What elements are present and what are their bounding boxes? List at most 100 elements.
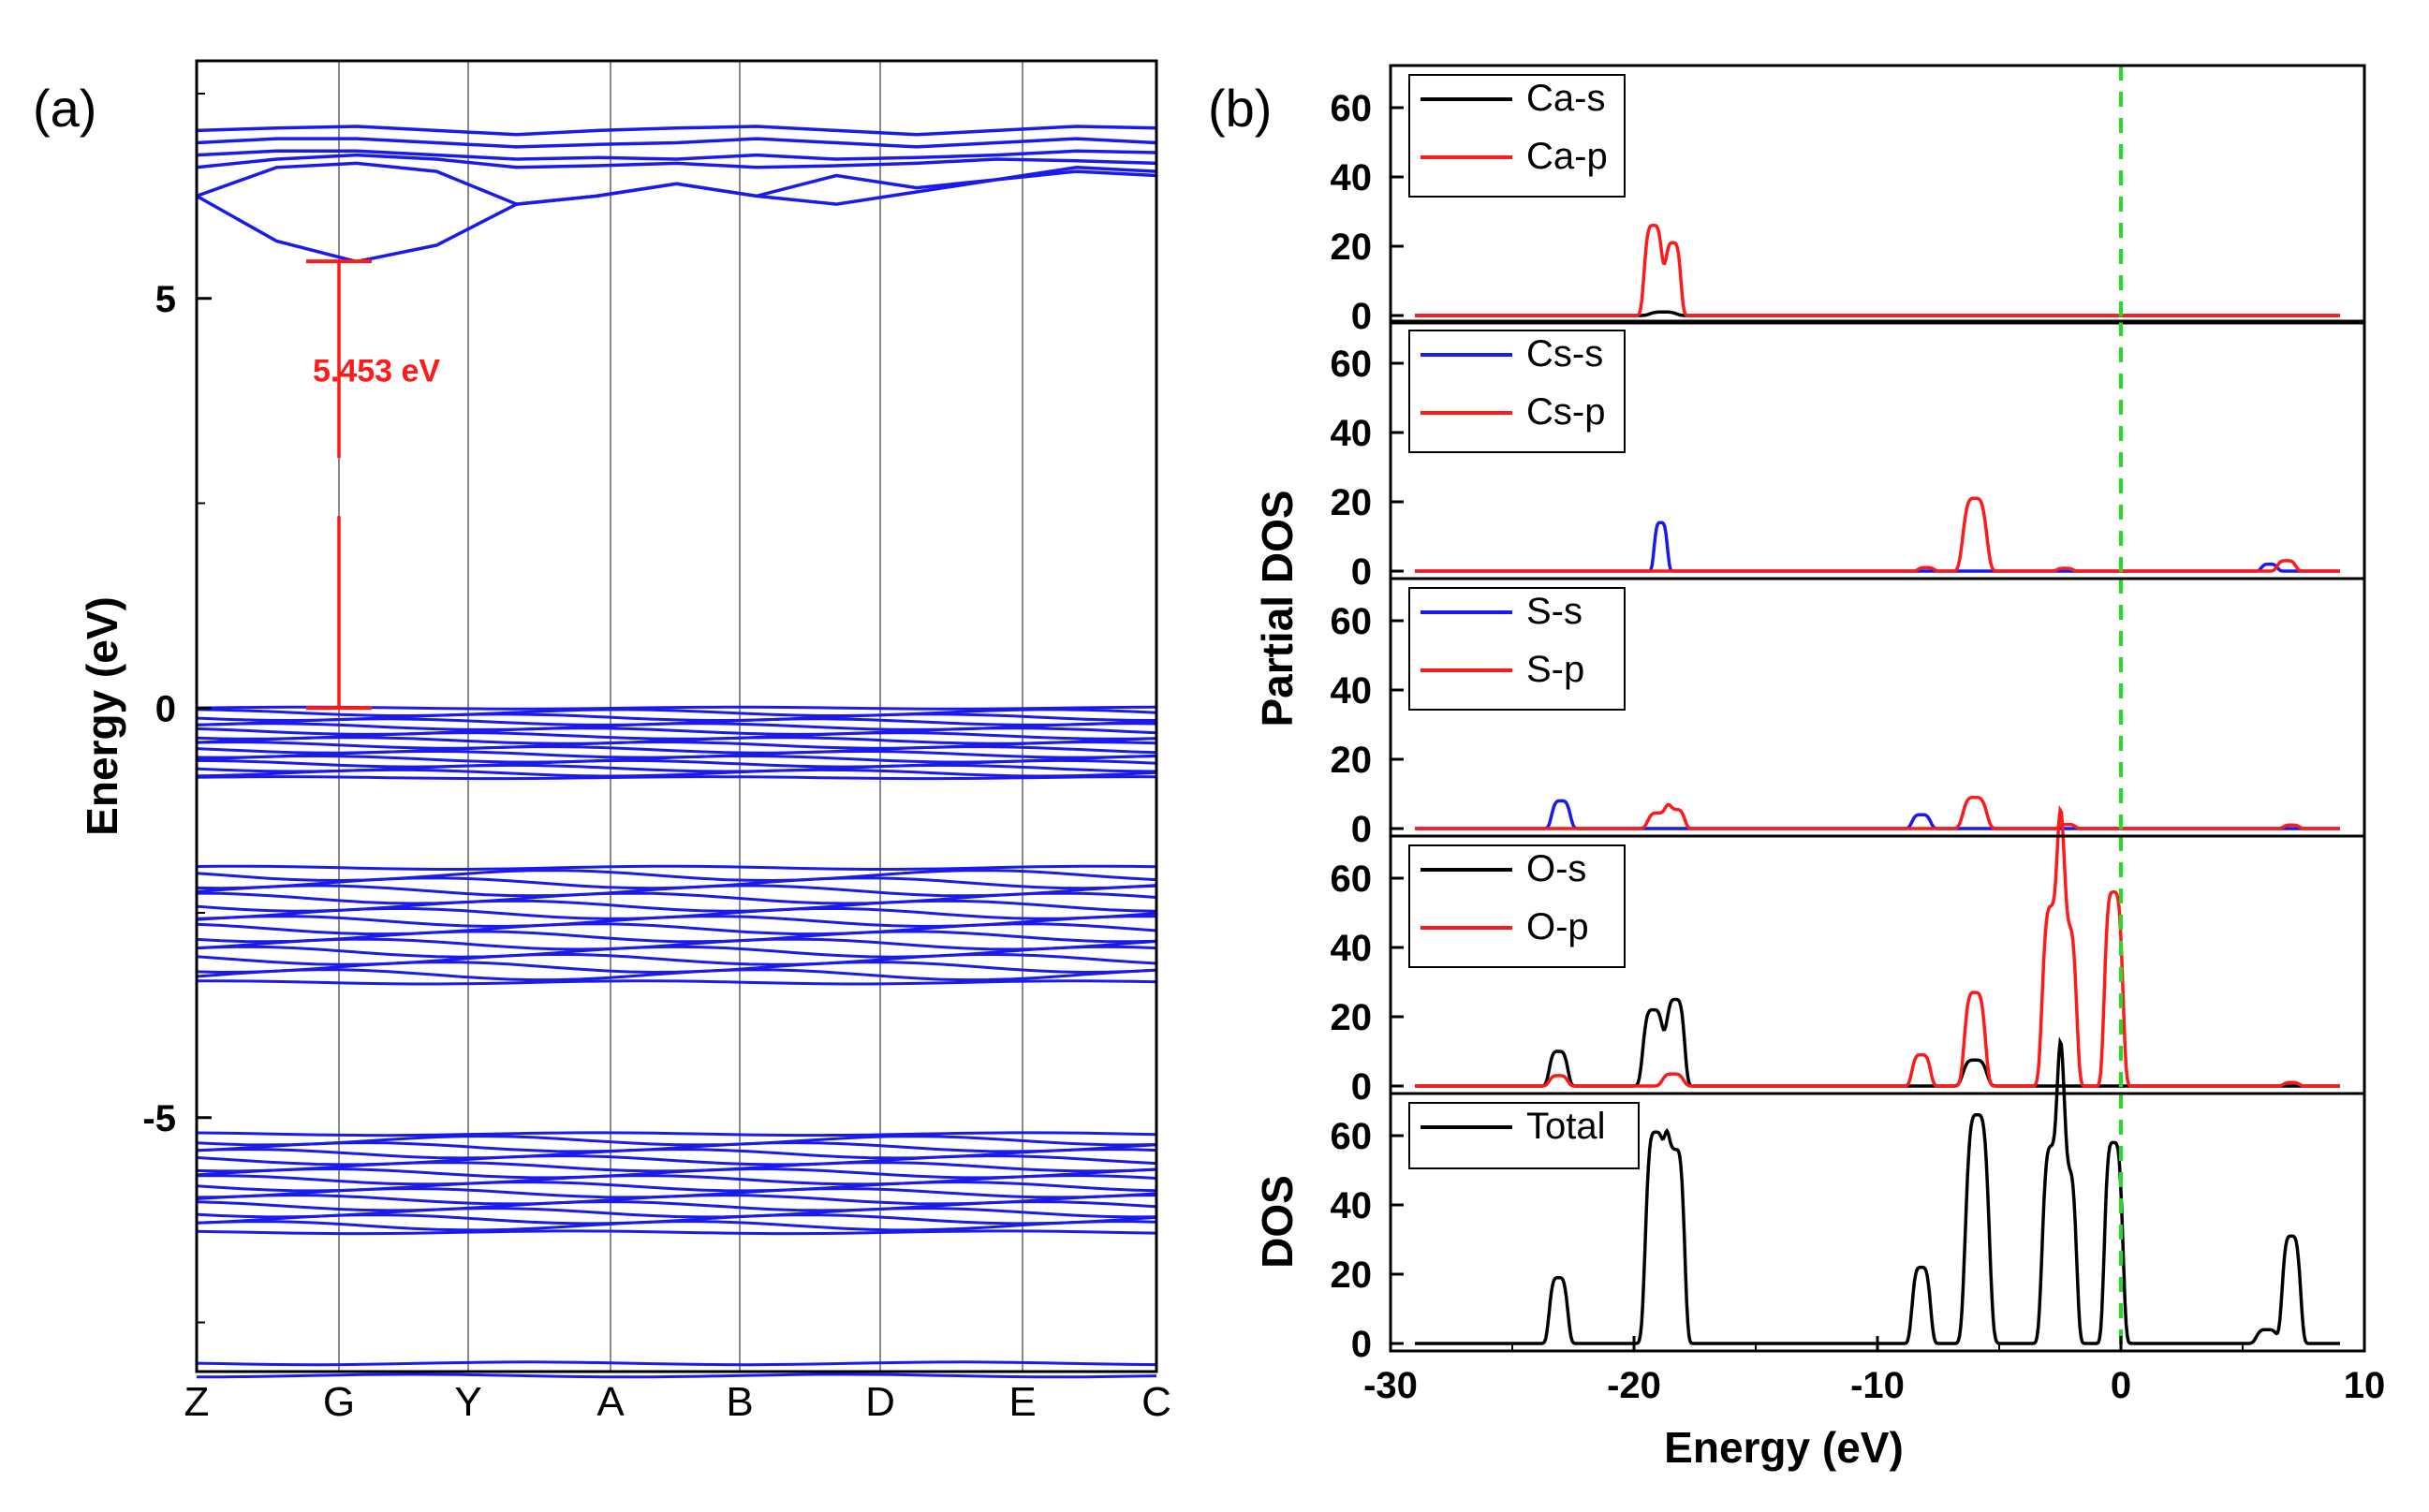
band-line [196, 1373, 1157, 1379]
dos-y-tick-label: 40 [1331, 1185, 1373, 1226]
dos-y-tick-label: 20 [1331, 1255, 1373, 1296]
dos-y-tick-label: 0 [1351, 1324, 1372, 1365]
dos-y-tick-label: 40 [1331, 157, 1373, 198]
dos-subplot-frame [1389, 64, 2366, 325]
dos-subplot-s: 0 20 40 60 S-s S-p [1331, 577, 2366, 850]
dos-y-tick-label: 20 [1331, 482, 1373, 523]
band-gap-label: 5.453 eV [313, 354, 440, 389]
band-line [196, 137, 1157, 149]
legend-box [1408, 330, 1626, 453]
band-line [196, 952, 1157, 966]
band-y-tick-label: 5 [155, 279, 176, 320]
band-line [196, 708, 1157, 717]
legend-label: S-s [1526, 591, 1583, 632]
dos-subplot-o: 0 20 40 60 O-s O-p [1331, 804, 2366, 1108]
panel-label-a: (a) [33, 79, 96, 138]
band-plot-frame [195, 59, 1158, 1373]
legend-label: Total [1526, 1106, 1606, 1147]
band-line [196, 937, 1157, 951]
dos-y-tick-label: 60 [1331, 601, 1373, 642]
dos-curve-s-p [1415, 795, 2340, 830]
band-gap-marker: 5.453 eV [306, 259, 440, 711]
band-line [196, 945, 1157, 959]
dos-x-tick-label: 10 [2344, 1365, 2386, 1406]
dos-x-tick-label: 0 [2111, 1365, 2131, 1406]
kpoint-label: Y [454, 1379, 481, 1425]
band-line [196, 922, 1157, 936]
band-line [196, 1131, 1157, 1138]
band-y-tick-label: -5 [142, 1098, 176, 1139]
kpoint-label: A [596, 1379, 625, 1425]
band-line [196, 869, 1157, 883]
dos-y-tick-label: 60 [1331, 859, 1373, 900]
legend-label: Ca-p [1526, 136, 1608, 177]
legend-label: Cs-s [1526, 333, 1603, 374]
band-y-axis-title: Energy (eV) [78, 596, 126, 836]
dos-curve-o-s [1415, 997, 2340, 1088]
dos-y-tick-label: 60 [1331, 1116, 1373, 1157]
band-line [196, 930, 1157, 944]
band-y-tick-label: 0 [155, 688, 176, 729]
dos-x-ticks: -30 -20 -10 0 10 [1363, 1336, 2385, 1406]
band-line [196, 864, 1157, 871]
legend-box [1408, 587, 1626, 711]
total-dos-axis-title: DOS [1253, 1175, 1302, 1269]
dos-y-tick-label: 40 [1331, 670, 1373, 712]
band-line [196, 1148, 1157, 1160]
dos-y-tick-label: 40 [1331, 928, 1373, 969]
dos-y-tick-label: 60 [1331, 344, 1373, 385]
dos-subplot-total: 0 20 40 60 Total [1331, 1036, 2366, 1365]
band-line [196, 125, 1157, 137]
band-line [196, 1360, 1157, 1367]
legend-box [1408, 74, 1626, 198]
dos-x-tick-label: -10 [1850, 1365, 1905, 1406]
band-line [196, 1141, 1157, 1153]
dos-x-tick-label: -30 [1363, 1365, 1418, 1406]
dos-y-tick-label: 40 [1331, 413, 1373, 454]
kpoint-label: C [1141, 1379, 1171, 1425]
legend-label: S-p [1526, 649, 1584, 690]
band-line [196, 1229, 1157, 1236]
dos-subplots: 0 20 40 60 Ca-s Ca-p 0 20 40 60 Cs-s Cs-p 0 20 40 60 S-s… [1331, 64, 2366, 1365]
kpoint-label: D [865, 1379, 895, 1425]
dos-y-tick-label: 0 [1351, 296, 1372, 337]
band-line [196, 768, 1157, 778]
dos-y-tick-label: 20 [1331, 997, 1373, 1038]
dos-y-tick-label: 0 [1351, 1066, 1372, 1108]
dos-x-tick-label: -20 [1607, 1365, 1661, 1406]
band-structure-chart: 5.453 eV 5 0 -5 Z G Y A B D E C Energy (eV) [78, 59, 1171, 1425]
band-y-ticks: 5 0 -5 [142, 93, 212, 1324]
dos-y-tick-label: 0 [1351, 809, 1372, 850]
legend-label: O-p [1526, 906, 1589, 947]
kpoint-label: B [726, 1379, 753, 1425]
panel-label-b: (b) [1208, 79, 1272, 138]
legend-box [1408, 844, 1626, 968]
band-line [196, 745, 1157, 755]
kpoint-label: E [1008, 1379, 1036, 1425]
dos-chart: 0 20 40 60 Ca-s Ca-p 0 20 40 60 Cs-s Cs-p 0 20 40 60 S-s… [1253, 64, 2385, 1472]
dos-subplot-ca: 0 20 40 60 Ca-s Ca-p [1331, 64, 2366, 337]
dos-y-tick-label: 20 [1331, 740, 1373, 781]
band-line [196, 161, 1157, 206]
band-line [196, 1154, 1157, 1167]
dos-y-tick-label: 0 [1351, 551, 1372, 593]
dos-y-tick-label: 60 [1331, 88, 1373, 129]
dos-subplot-cs: 0 20 40 60 Cs-s Cs-p [1331, 319, 2366, 593]
band-line [196, 741, 1157, 750]
partial-dos-axis-title: Partial DOS [1253, 490, 1302, 727]
kpoint-label: G [323, 1379, 355, 1425]
band-line [196, 758, 1157, 769]
band-line [196, 1174, 1157, 1186]
band-line [196, 775, 1157, 781]
dos-y-tick-label: 20 [1331, 227, 1373, 268]
legend-label: Ca-s [1526, 78, 1605, 119]
band-line [197, 979, 1157, 986]
dos-curve-cs-s [1415, 521, 2340, 573]
legend-box [1408, 1102, 1640, 1169]
legend-label: Cs-p [1526, 391, 1605, 433]
band-lines [196, 125, 1157, 1379]
dos-curve-o-p [1415, 804, 2340, 1088]
band-line [196, 153, 1157, 169]
